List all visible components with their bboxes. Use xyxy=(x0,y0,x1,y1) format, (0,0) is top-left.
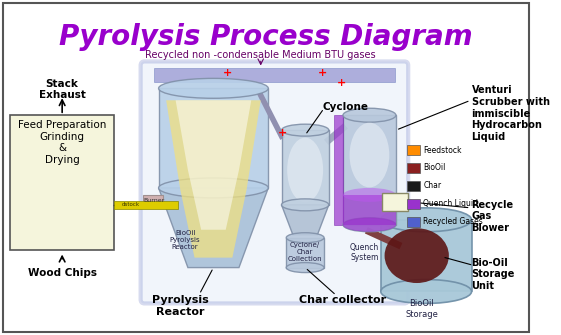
Text: BioOil
Pyrolysis
Reactor: BioOil Pyrolysis Reactor xyxy=(170,230,200,250)
FancyBboxPatch shape xyxy=(407,145,420,155)
Ellipse shape xyxy=(343,218,396,232)
Text: Quench Liquid: Quench Liquid xyxy=(424,199,479,208)
Text: Bio-Oil
Storage
Unit: Bio-Oil Storage Unit xyxy=(472,258,515,291)
Text: +: + xyxy=(223,68,232,78)
Polygon shape xyxy=(176,100,251,230)
Polygon shape xyxy=(343,195,396,225)
Polygon shape xyxy=(159,188,268,268)
Text: Feed Preparation
Grinding
&
Drying: Feed Preparation Grinding & Drying xyxy=(18,120,107,165)
Text: +: + xyxy=(318,68,327,78)
FancyBboxPatch shape xyxy=(381,193,408,211)
Polygon shape xyxy=(343,115,396,225)
Text: Recycled non -condensable Medium BTU gases: Recycled non -condensable Medium BTU gas… xyxy=(145,51,376,61)
Polygon shape xyxy=(282,205,329,235)
Text: Cyclone/
Char
Collection: Cyclone/ Char Collection xyxy=(288,242,323,262)
Text: Cyclone: Cyclone xyxy=(322,102,368,112)
FancyBboxPatch shape xyxy=(407,163,420,173)
FancyBboxPatch shape xyxy=(10,115,114,250)
Text: Char: Char xyxy=(424,182,442,190)
Text: Wood Chips: Wood Chips xyxy=(27,268,96,278)
Ellipse shape xyxy=(385,228,449,283)
Ellipse shape xyxy=(343,108,396,122)
Ellipse shape xyxy=(381,208,472,232)
Text: Stack
Exhaust: Stack Exhaust xyxy=(39,79,86,100)
Ellipse shape xyxy=(350,123,389,187)
Polygon shape xyxy=(286,238,324,268)
Text: Feedstock: Feedstock xyxy=(424,146,462,154)
FancyBboxPatch shape xyxy=(3,3,529,332)
Text: BioOil
Storage: BioOil Storage xyxy=(405,299,438,319)
Text: Char collector: Char collector xyxy=(300,295,387,306)
FancyBboxPatch shape xyxy=(407,181,420,191)
Text: Quench
System: Quench System xyxy=(350,243,379,262)
Ellipse shape xyxy=(159,78,268,98)
Polygon shape xyxy=(166,100,261,258)
Text: Pyrolysis Process Diagram: Pyrolysis Process Diagram xyxy=(59,22,472,51)
Text: Pyrolysis
Reactor: Pyrolysis Reactor xyxy=(152,295,209,317)
Text: Burner: Burner xyxy=(143,198,164,203)
FancyBboxPatch shape xyxy=(407,199,420,209)
Text: dstock: dstock xyxy=(122,202,140,207)
Polygon shape xyxy=(282,130,329,205)
Polygon shape xyxy=(159,88,268,188)
Polygon shape xyxy=(381,220,472,291)
Ellipse shape xyxy=(381,279,472,304)
Text: Recycle
Gas
Blower: Recycle Gas Blower xyxy=(472,200,514,233)
Ellipse shape xyxy=(282,124,329,136)
Ellipse shape xyxy=(343,218,396,232)
Ellipse shape xyxy=(286,263,324,273)
Ellipse shape xyxy=(343,188,396,202)
FancyBboxPatch shape xyxy=(141,61,408,304)
FancyBboxPatch shape xyxy=(407,217,420,227)
FancyBboxPatch shape xyxy=(142,195,163,207)
Text: +: + xyxy=(278,128,287,138)
FancyBboxPatch shape xyxy=(154,68,395,82)
Text: Recycled Gases: Recycled Gases xyxy=(424,217,483,226)
Text: Venturi
Scrubber with
immiscible
Hydrocarbon
Liquid: Venturi Scrubber with immiscible Hydroca… xyxy=(472,85,550,142)
Ellipse shape xyxy=(282,199,329,211)
FancyBboxPatch shape xyxy=(114,201,178,209)
Text: BioOil: BioOil xyxy=(424,163,446,173)
Text: +: + xyxy=(337,78,346,88)
Ellipse shape xyxy=(287,138,323,202)
Ellipse shape xyxy=(286,233,324,243)
Polygon shape xyxy=(334,115,343,225)
Ellipse shape xyxy=(159,178,268,198)
